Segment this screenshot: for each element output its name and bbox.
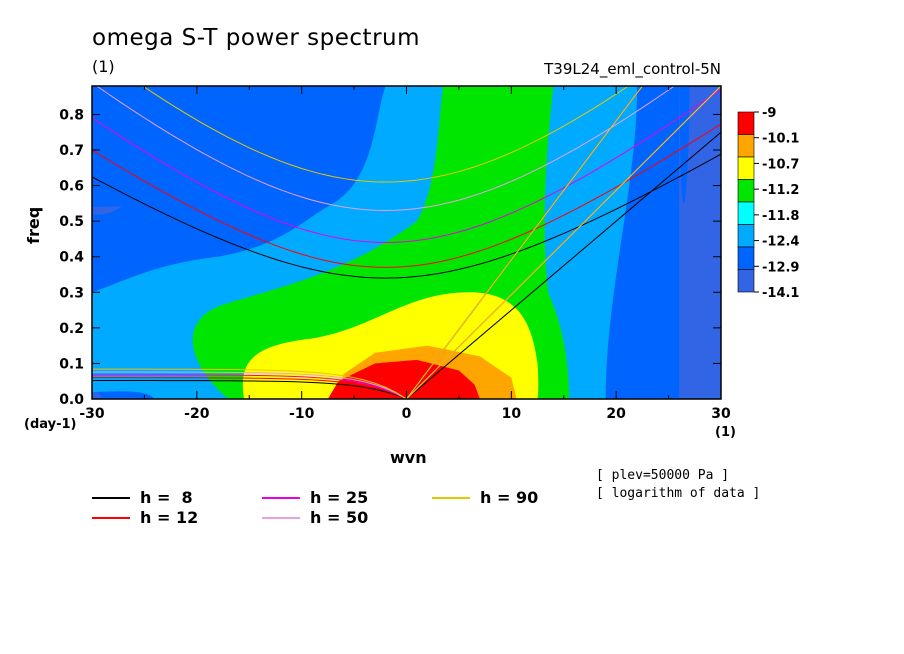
legend-label: h = 90 — [480, 488, 539, 507]
legend-item-h50: h = 50 — [262, 508, 368, 527]
rossby-curve-h25 — [92, 374, 407, 399]
x-tick-label: 20 — [606, 406, 626, 422]
colorbar-swatch — [737, 246, 755, 270]
x-tick-label: 30 — [711, 406, 731, 422]
legend-swatch — [262, 516, 300, 519]
y-tick-label: 0.3 — [59, 285, 84, 301]
legend-swatch — [262, 496, 300, 499]
colorbar-label: -9 — [762, 106, 776, 121]
inertia-gravity-curve-h8 — [92, 153, 721, 279]
inertia-gravity-curve-h12 — [92, 123, 721, 268]
colorbar-label: -12.4 — [762, 235, 799, 250]
y-tick-label: 0.0 — [59, 392, 84, 408]
inertia-gravity-curve-h50 — [95, 86, 676, 211]
pressure-level-note: [ plev=50000 Pa ] — [596, 468, 730, 483]
x-tick-label: -20 — [184, 406, 210, 422]
colorbar-swatch — [737, 179, 755, 203]
rossby-curve-h90 — [92, 368, 407, 399]
legend-label: h = 25 — [310, 488, 369, 507]
inertia-gravity-curve-h90 — [141, 86, 630, 183]
y-tick-label: 0.8 — [59, 107, 84, 123]
rossby-curve-h8 — [92, 380, 407, 399]
x-axis-label: wvn — [390, 448, 427, 467]
chart-unit: (1) — [92, 57, 115, 76]
colorbar-swatch — [737, 134, 755, 158]
legend-swatch — [432, 496, 470, 499]
colorbar-label: -12.9 — [762, 260, 799, 275]
y-axis-label: freq — [24, 206, 43, 244]
colorbar-label: -11.2 — [762, 183, 799, 198]
x-axis-unit-right: (1) — [715, 425, 736, 440]
band--10.1 — [327, 359, 480, 399]
legend-item-h90: h = 90 — [432, 488, 538, 507]
colorbar-swatch — [737, 156, 755, 180]
colorbar-label: -10.7 — [762, 157, 799, 172]
legend-label: h = 12 — [140, 508, 199, 527]
colorbar-label: -10.1 — [762, 132, 799, 147]
y-tick-label: 0.7 — [59, 143, 84, 159]
kelvin-curve-h8 — [406, 131, 721, 399]
band-12.9 — [92, 86, 334, 212]
y-tick-label: 0.2 — [59, 321, 84, 337]
legend-item-h8: h = 8 — [92, 488, 193, 507]
y-tick-label: 0.4 — [59, 250, 84, 266]
colorbar-label: -11.8 — [762, 209, 799, 224]
case-name: T39L24_eml_control-5N — [544, 60, 721, 78]
x-tick-label: -10 — [289, 406, 315, 422]
colorbar-label: -14.1 — [762, 286, 799, 301]
rossby-curve-h12 — [92, 377, 407, 399]
colorbar-swatch — [737, 111, 755, 135]
x-tick-label: 0 — [402, 406, 412, 422]
colorbar-swatch — [737, 269, 755, 293]
colorbar-swatch — [737, 224, 755, 248]
logarithm-note: [ logarithm of data ] — [596, 486, 761, 501]
colorbar-swatch — [737, 201, 755, 225]
y-tick-label: 0.1 — [59, 356, 84, 372]
chart-title: omega S-T power spectrum — [92, 25, 421, 51]
y-tick-label: 0.5 — [59, 214, 84, 230]
kelvin-curve-h90 — [406, 86, 721, 399]
rossby-curve-h50 — [92, 371, 407, 399]
x-axis-unit-left: (day-1) — [24, 417, 77, 432]
legend-label: h = 50 — [310, 508, 369, 527]
inertia-gravity-curve-h25 — [92, 89, 721, 244]
legend-item-h25: h = 25 — [262, 488, 368, 507]
y-tick-label: 0.6 — [59, 179, 84, 195]
legend-item-h12: h = 12 — [92, 508, 198, 527]
gravity-curve-h90 — [406, 86, 643, 399]
x-tick-label: 10 — [502, 406, 522, 422]
legend-label: h = 8 — [140, 488, 193, 507]
x-tick-label: -30 — [79, 406, 105, 422]
legend-swatch — [92, 516, 130, 519]
legend-swatch — [92, 496, 130, 499]
